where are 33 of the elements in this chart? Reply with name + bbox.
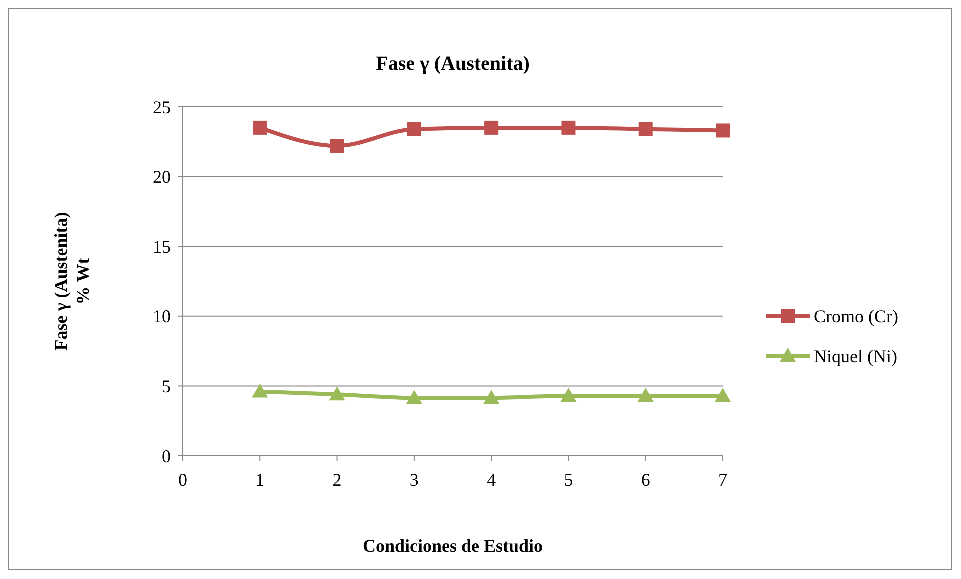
point xyxy=(252,384,268,398)
point xyxy=(716,124,730,138)
y-tick-label: 15 xyxy=(153,236,171,257)
legend-label: Cromo (Cr) xyxy=(814,306,898,326)
y-tick-label: 20 xyxy=(153,167,171,188)
point xyxy=(638,388,654,402)
x-tick-label: 2 xyxy=(332,470,342,490)
point xyxy=(406,390,422,404)
x-tick-label: 5 xyxy=(564,470,574,490)
point xyxy=(484,390,500,404)
x-tick-label: 1 xyxy=(256,470,265,490)
y-tick-label: 10 xyxy=(153,306,171,327)
y-tick-label: 25 xyxy=(153,97,171,118)
point xyxy=(407,122,422,136)
point xyxy=(253,120,268,135)
x-tick-label: 3 xyxy=(410,470,419,490)
point xyxy=(329,386,346,401)
y-tick-label: 5 xyxy=(162,376,171,396)
point xyxy=(484,120,499,135)
x-tick-label: 7 xyxy=(718,470,728,490)
y-axis-title: Fase γ (Austenita) % Wt xyxy=(51,212,93,351)
chart-title: Fase γ (Austenita) xyxy=(376,53,530,75)
x-tick-label: 4 xyxy=(487,470,496,490)
x-tick-label: 0 xyxy=(178,470,188,490)
point xyxy=(638,122,653,136)
point xyxy=(330,139,344,154)
y-tick-label: 0 xyxy=(162,446,171,466)
legend-label: Niquel (Ni) xyxy=(814,346,898,366)
point xyxy=(560,388,577,402)
x-axis-title: Condiciones de Estudio xyxy=(362,536,544,556)
point xyxy=(562,120,576,135)
x-tick-label: 6 xyxy=(641,470,650,490)
point xyxy=(715,388,731,402)
